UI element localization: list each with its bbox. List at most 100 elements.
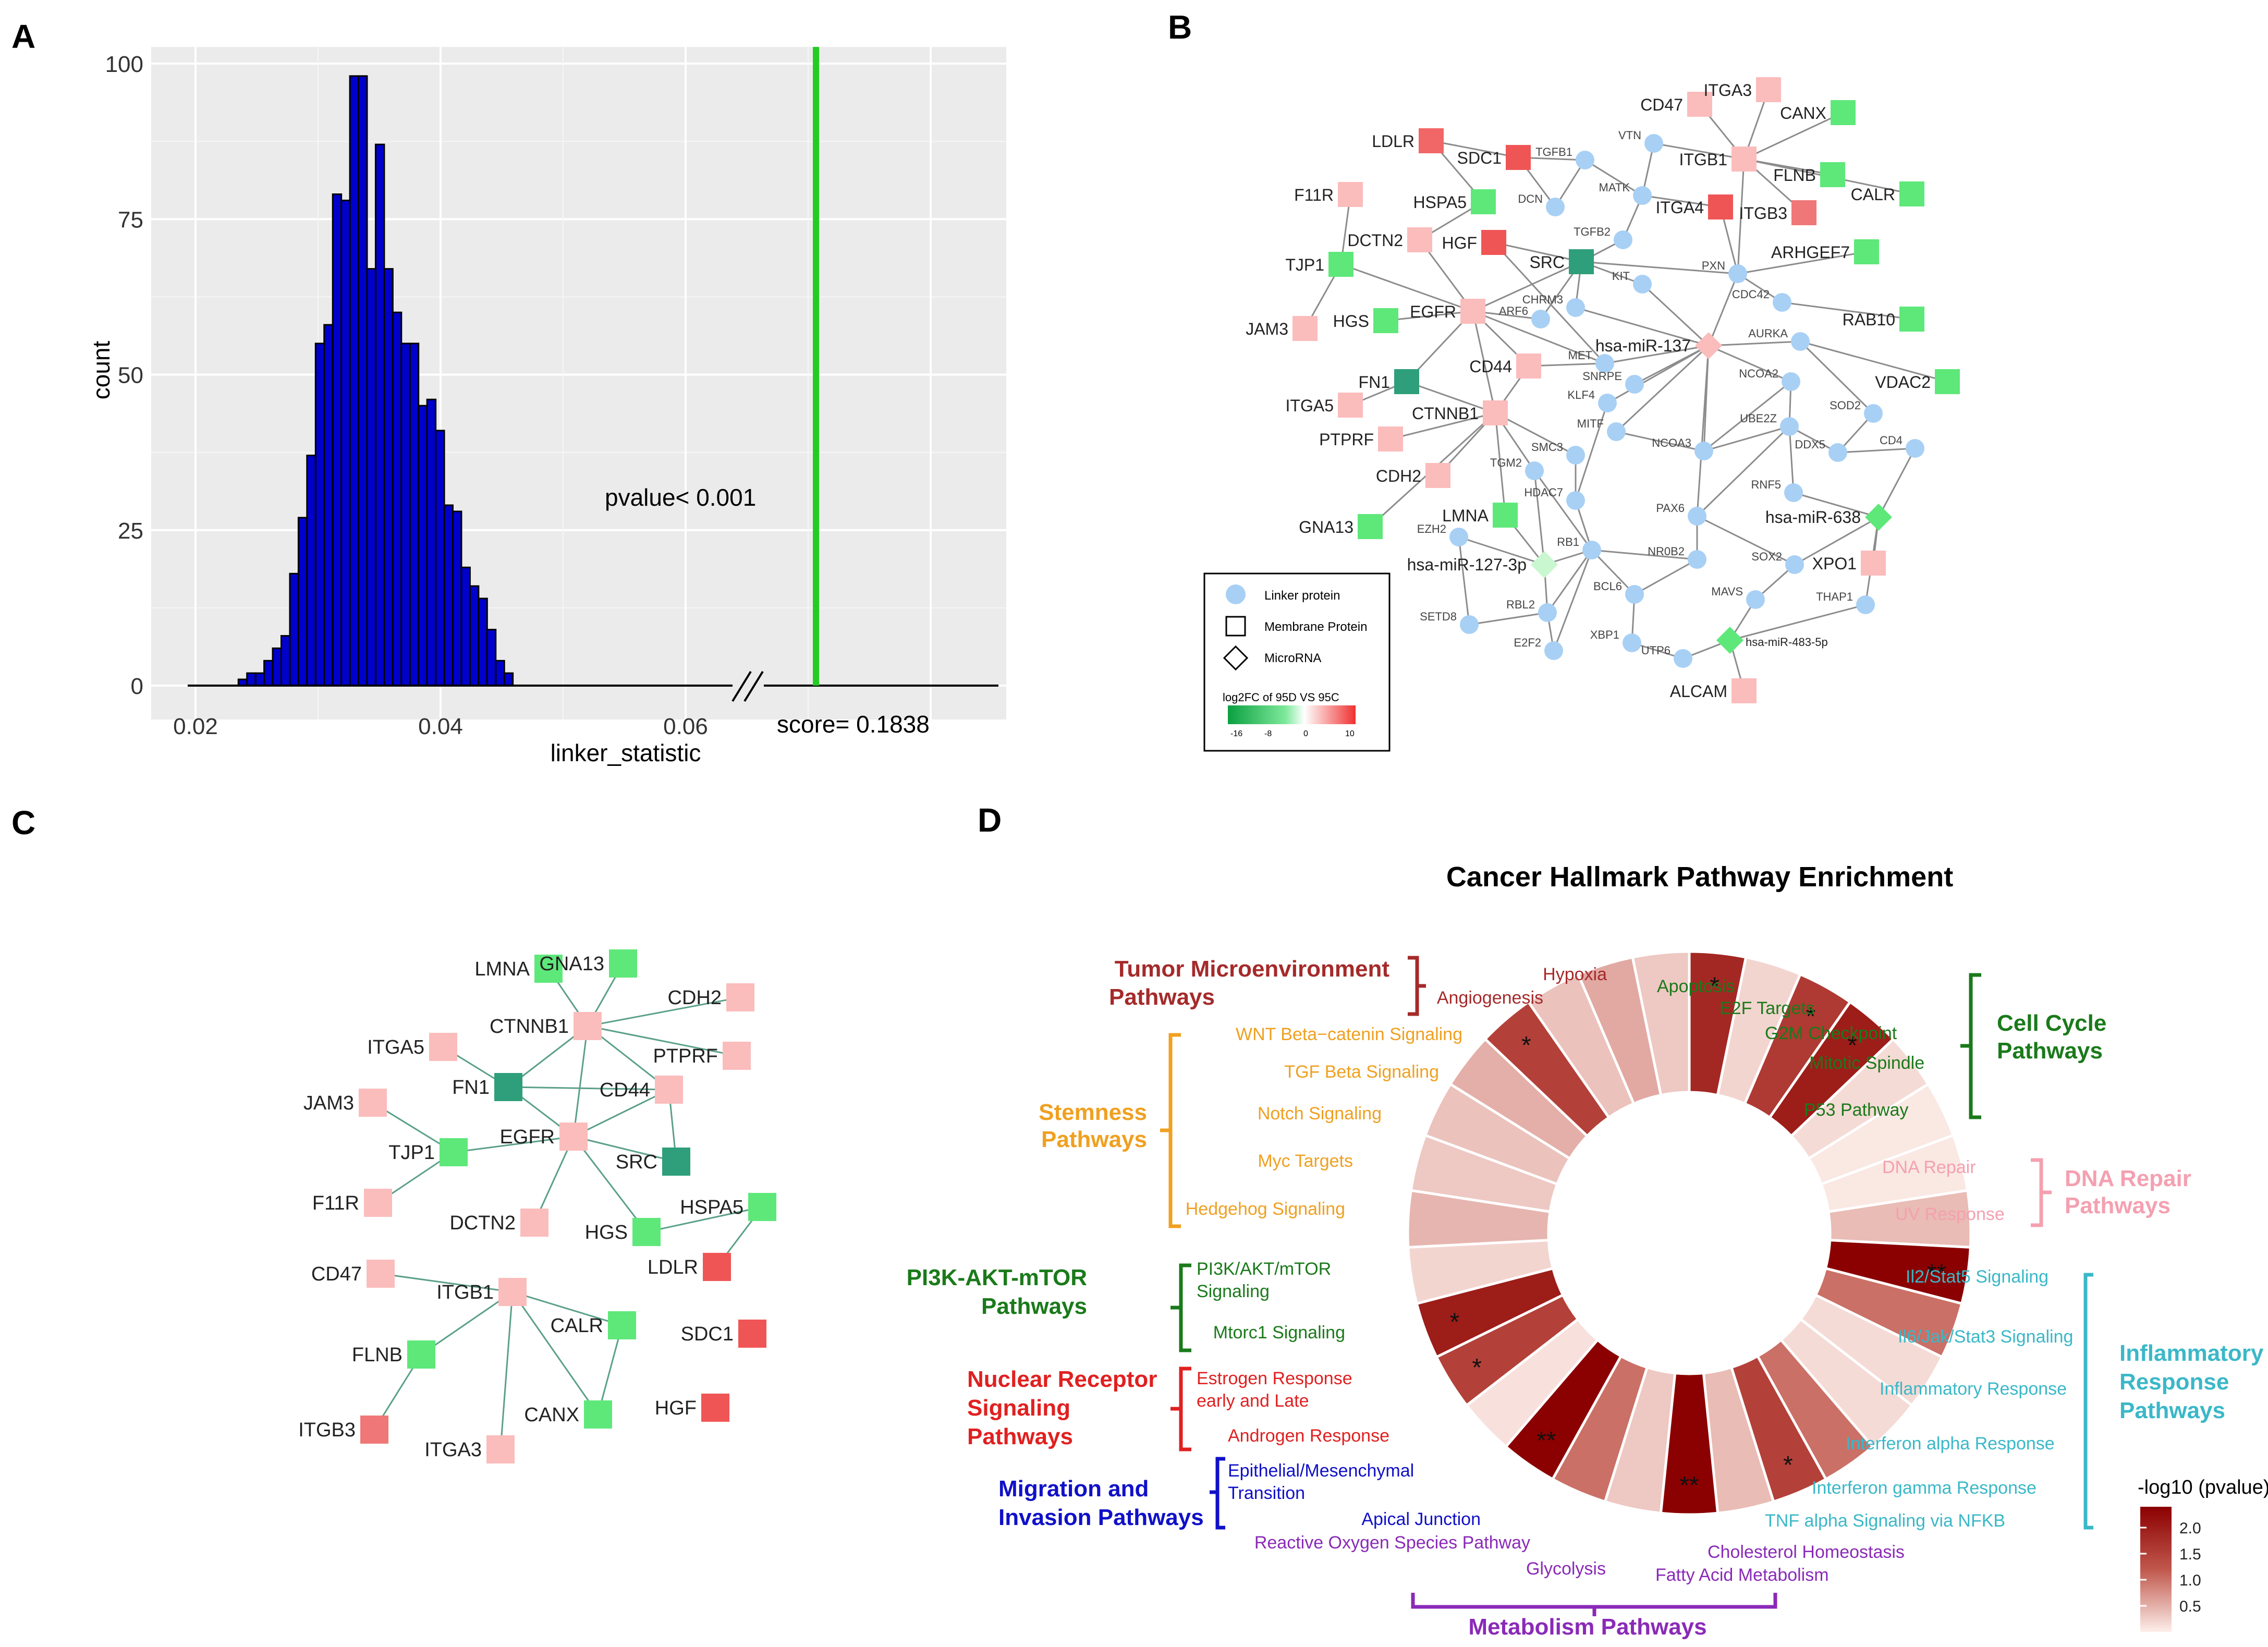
membrane-node-label: HGF xyxy=(655,1397,697,1419)
histogram-bar xyxy=(349,75,360,687)
pathway-label-emt_2: Transition xyxy=(1228,1483,1305,1503)
linker-node-label: MITF xyxy=(1577,417,1604,430)
membrane-node-label: LMNA xyxy=(474,958,530,980)
pathway-segment xyxy=(1631,950,1691,1097)
membrane-node xyxy=(1569,249,1594,274)
microrna-node-label: hsa-miR-483-5p xyxy=(1746,636,1828,649)
membrane-node xyxy=(1831,100,1856,125)
network-b-legend: Linker protein Membrane Protein MicroRNA… xyxy=(1203,572,1391,752)
membrane-node xyxy=(632,1218,661,1246)
significance-star: * xyxy=(1847,1032,1857,1059)
linker-node xyxy=(1544,641,1563,660)
membrane-node-label: FLNB xyxy=(1773,166,1816,185)
edge xyxy=(1607,345,1709,404)
membrane-node xyxy=(1732,678,1757,703)
group-label: Signaling xyxy=(967,1395,1070,1421)
membrane-node xyxy=(1687,92,1712,117)
x-tick-label: 0.06 xyxy=(663,714,708,739)
membrane-node xyxy=(608,1311,636,1339)
membrane-node xyxy=(1506,145,1531,170)
edge xyxy=(1472,311,1496,413)
microrna-node xyxy=(1865,504,1892,531)
y-tick-label: 50 xyxy=(118,363,143,388)
edge xyxy=(421,1291,513,1356)
legend-membrane-label: Membrane Protein xyxy=(1264,620,1367,634)
pathway-label-tnfa: TNF alpha Signaling via NFKB xyxy=(1765,1511,2005,1531)
pathway-label-pi3k_2: Signaling xyxy=(1197,1282,1270,1301)
linker-node-label: TGFB2 xyxy=(1574,225,1611,238)
significance-star: ** xyxy=(1537,1427,1556,1455)
membrane-node-label: XPO1 xyxy=(1812,554,1857,573)
membrane-node xyxy=(1861,551,1886,576)
linker-node-label: MET xyxy=(1568,349,1592,362)
histogram-bar xyxy=(452,510,462,687)
membrane-node-label: CD47 xyxy=(1640,95,1683,114)
linker-node-label: MAVS xyxy=(1711,585,1743,598)
membrane-node-label: LMNA xyxy=(1442,506,1489,525)
edge xyxy=(1877,448,1916,518)
histogram-bar xyxy=(460,566,471,687)
membrane-node-label: EGFR xyxy=(499,1126,555,1148)
membrane-node xyxy=(1373,308,1398,333)
group-bracket xyxy=(1210,1457,1225,1530)
edge xyxy=(512,1291,623,1326)
membrane-node xyxy=(1899,307,1924,332)
membrane-node-label: ITGB1 xyxy=(1679,150,1727,169)
histogram-panel: pvalue< 0.001 score= 0.1838 0 25 50 75 100 0… xyxy=(88,47,1006,766)
edge xyxy=(1800,340,1948,383)
membrane-node-label: SDC1 xyxy=(681,1323,734,1345)
y-tick-label: 25 xyxy=(118,518,143,544)
linker-node xyxy=(1607,422,1626,441)
group-bracket xyxy=(1411,1593,1777,1616)
linker-node xyxy=(1782,372,1800,391)
linker-node xyxy=(1546,198,1565,216)
membrane-node-label: CDH2 xyxy=(668,987,722,1009)
membrane-node xyxy=(1791,200,1816,225)
histogram-bar xyxy=(297,517,308,687)
pathway-label-uv: UV Response xyxy=(1895,1204,2005,1224)
histogram-bar xyxy=(392,311,403,687)
axis-break xyxy=(731,670,764,702)
linker-protein-legend-icon xyxy=(1226,584,1246,604)
histogram-bar xyxy=(332,193,343,687)
edge xyxy=(1799,340,1874,414)
linker-node xyxy=(1828,443,1847,462)
edge xyxy=(1584,159,1643,197)
histogram-bar xyxy=(400,343,411,687)
histogram-bar xyxy=(495,660,505,687)
membrane-node xyxy=(1378,426,1403,452)
legend-microrna-label: MicroRNA xyxy=(1264,651,1321,665)
edge xyxy=(1782,301,1912,320)
edge xyxy=(1708,345,1791,383)
significance-star: * xyxy=(1806,1003,1816,1030)
pathway-label-chol: Cholesterol Homeostasis xyxy=(1708,1542,1905,1562)
edge xyxy=(1528,362,1605,367)
linker-node-label: SMC3 xyxy=(1531,441,1563,454)
membrane-node-label: TJP1 xyxy=(1285,255,1324,274)
histogram-bar xyxy=(503,672,514,687)
y-tick-label: 75 xyxy=(118,207,143,233)
linker-node-label: RNF5 xyxy=(1751,478,1781,491)
edge xyxy=(511,1291,599,1415)
significance-star: ** xyxy=(1679,1472,1699,1499)
membrane-node-label: DCTN2 xyxy=(449,1212,516,1234)
linker-node-label: UTP6 xyxy=(1641,644,1670,657)
pathway-ring xyxy=(1406,950,1972,1516)
linker-node-label: E2F2 xyxy=(1514,636,1541,649)
linker-node-label: SNRPE xyxy=(1582,370,1622,383)
group-label: Response xyxy=(2119,1369,2229,1395)
membrane-node xyxy=(1292,316,1318,341)
network-c: LMNA GNA13 CDH2 CTNNB1 ITGA5 PTPRF FN1 CD44 JAM3… xyxy=(298,949,776,1463)
edge xyxy=(1340,263,1473,312)
pvalue-legend: -log10 (pvalue) 2.0 1.5 1.0 0.5 xyxy=(2138,1477,2268,1632)
edge xyxy=(1406,381,1496,414)
membrane-node-label: ITGB3 xyxy=(1739,204,1787,223)
membrane-node xyxy=(1854,239,1879,264)
group-label: Pathways xyxy=(967,1424,1073,1449)
edge xyxy=(453,1136,574,1153)
pvalue-color-bar xyxy=(2140,1507,2172,1632)
edge xyxy=(1703,381,1791,452)
pathway-label-hedgehog: Hedgehog Signaling xyxy=(1186,1199,1345,1219)
edge xyxy=(1604,345,1709,364)
